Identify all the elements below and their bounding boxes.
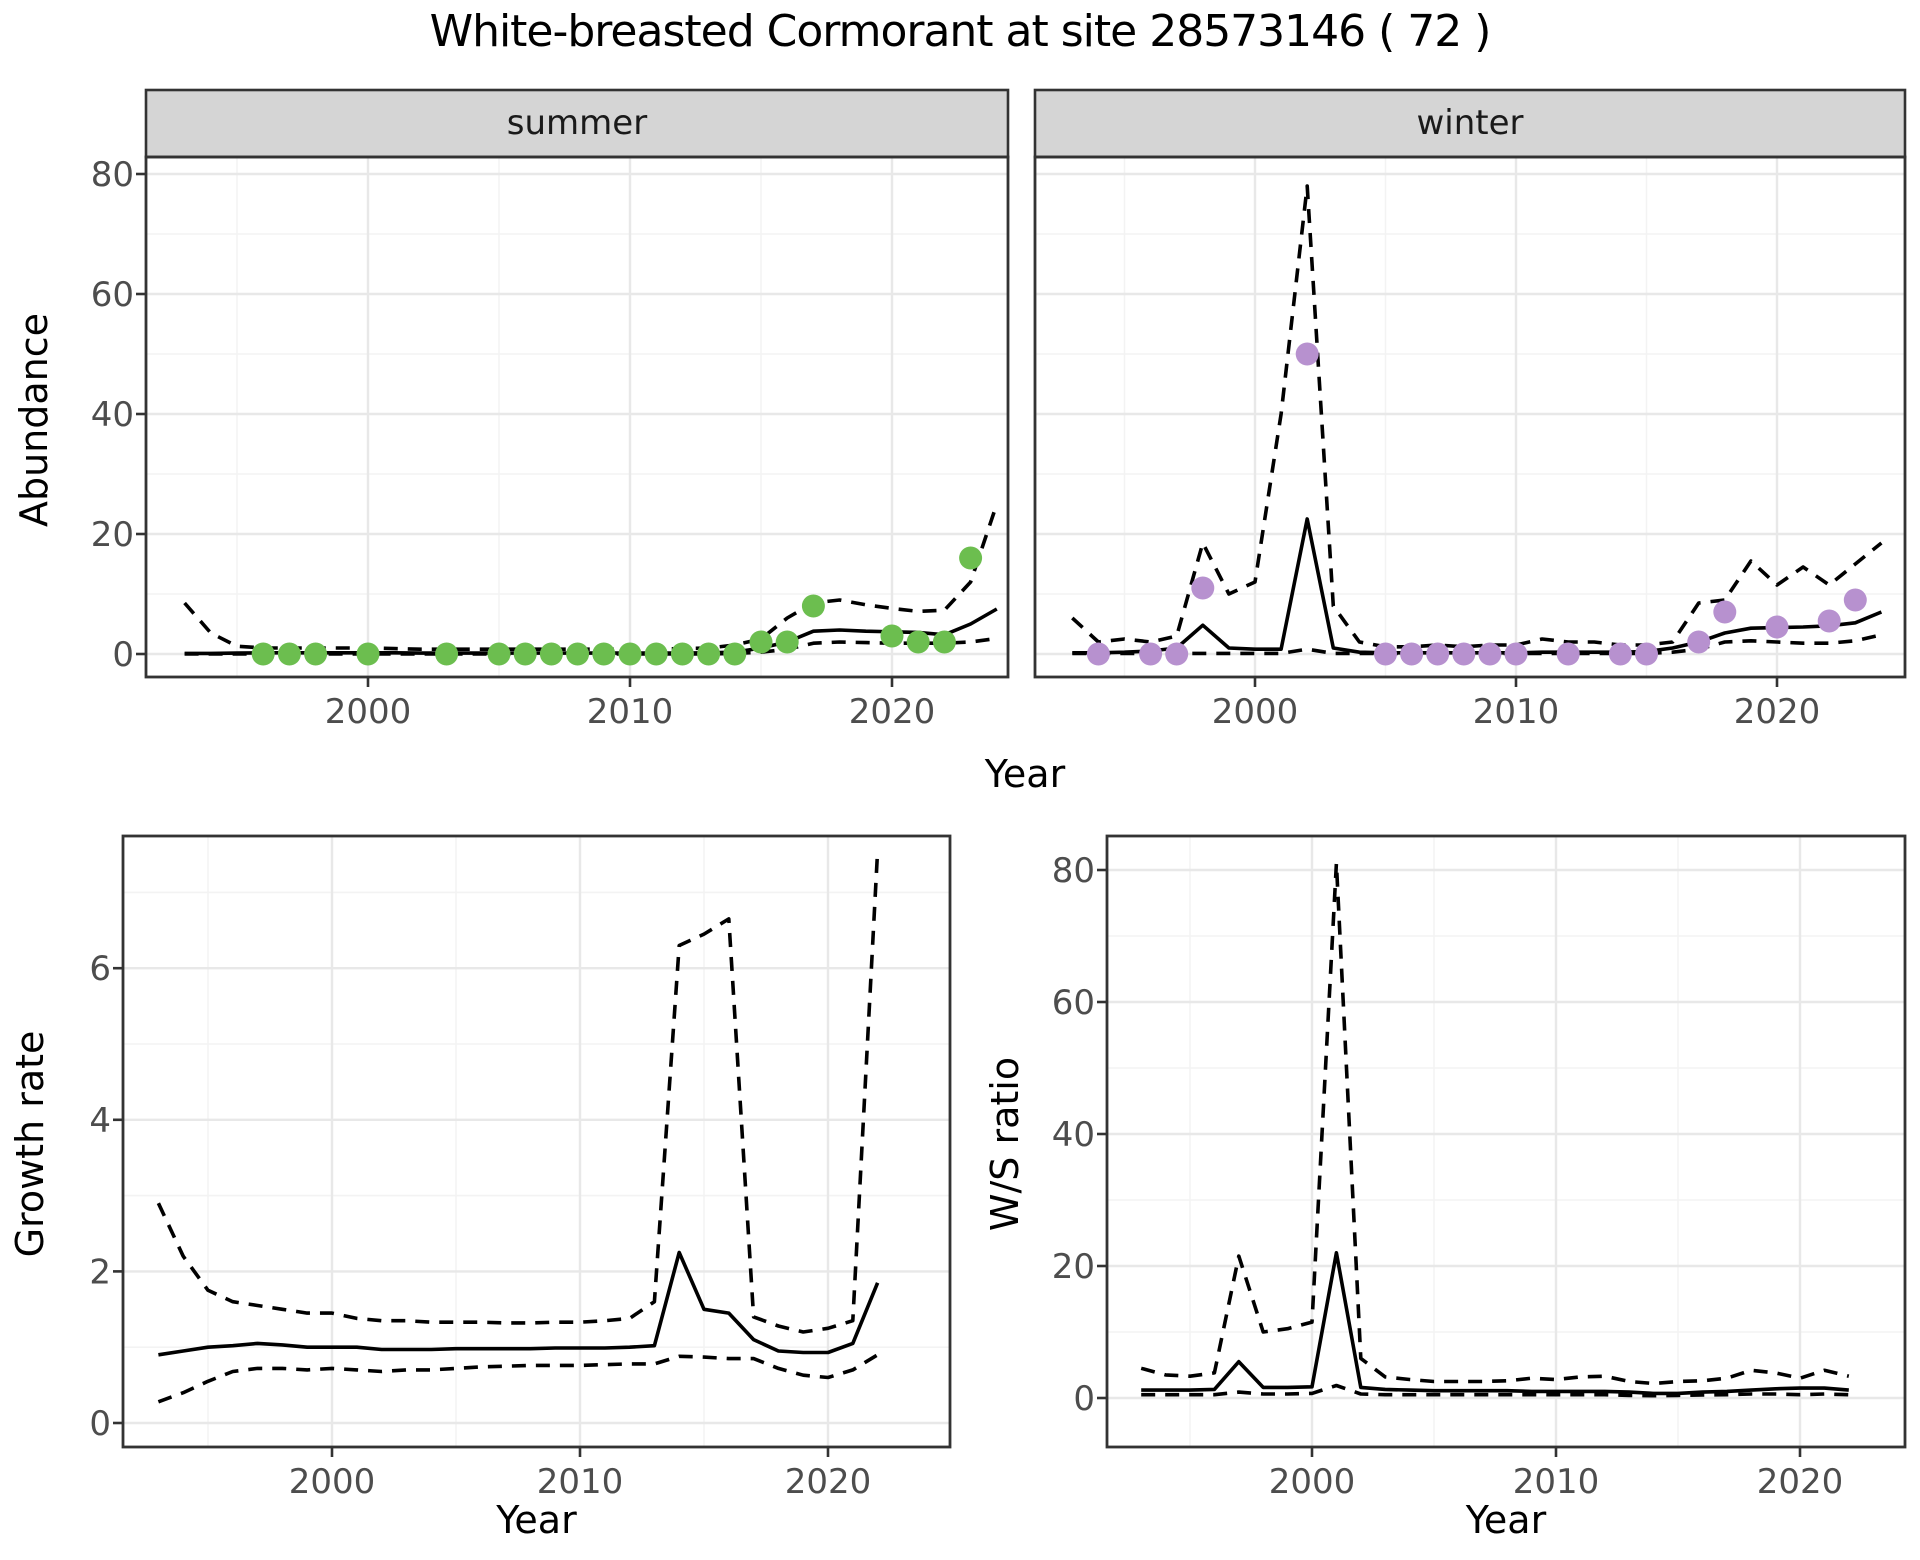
data-point-abundance-winter [1426, 642, 1450, 666]
fit-line-growth-rate-fit [158, 1250, 880, 1357]
data-point-abundance-summer [932, 630, 956, 654]
data-point-abundance-winter [1400, 642, 1424, 666]
data-point-abundance-winter [1452, 642, 1476, 666]
x-tick-label: 2020 [785, 1462, 872, 1502]
x-tick-label: 2020 [849, 692, 936, 732]
facet-strip-summer [144, 88, 1010, 159]
ci-line-abundance-summer-lower-ci [184, 636, 998, 656]
data-point-abundance-winter [1608, 642, 1632, 666]
facet-strip-label-summer: summer [506, 103, 648, 143]
y-tick-label: 4 [89, 1101, 111, 1141]
x-axis-title-year-ws: Year [1465, 1498, 1547, 1542]
y-tick-label: 80 [91, 155, 134, 195]
ci-line-growth-rate-upper-ci [156, 850, 880, 1334]
y-tick-label: 60 [1052, 983, 1095, 1023]
data-point-abundance-winter [1139, 642, 1163, 666]
y-tick-label: 0 [112, 635, 134, 675]
data-point-abundance-summer [304, 642, 328, 666]
data-point-abundance-summer [566, 642, 590, 666]
panel-border-growth-rate [121, 834, 952, 1449]
data-point-abundance-summer [251, 642, 275, 666]
ci-line-ws-ratio-upper-ci [1140, 861, 1850, 1386]
panel-border-abundance-winter [1033, 155, 1907, 679]
x-axis-title-year-growth: Year [496, 1498, 577, 1542]
data-point-abundance-winter [1374, 642, 1397, 666]
panel-border-abundance-summer [144, 155, 1010, 679]
panel-bg-abundance-summer [146, 157, 1008, 677]
x-tick-label: 2000 [289, 1462, 376, 1502]
facet-strip-label-winter: winter [1416, 103, 1524, 143]
data-point-abundance-winter [1086, 642, 1110, 666]
fit-line-abundance-winter-fit [1072, 517, 1883, 655]
data-point-abundance-winter [1843, 588, 1867, 612]
x-tick-label: 2010 [537, 1462, 624, 1502]
data-point-abundance-summer [618, 642, 642, 666]
data-point-abundance-summer [723, 642, 747, 666]
data-point-abundance-winter [1765, 615, 1789, 639]
data-point-abundance-summer [697, 642, 721, 666]
panel-bg-ws-ratio [1107, 836, 1905, 1447]
data-point-abundance-summer [801, 594, 825, 618]
data-point-abundance-winter [1504, 642, 1528, 666]
data-point-abundance-summer [487, 642, 511, 666]
data-point-abundance-winter [1635, 642, 1658, 666]
data-point-abundance-winter [1191, 576, 1215, 600]
data-point-abundance-summer [959, 546, 983, 570]
x-tick-label: 2010 [587, 692, 674, 732]
data-point-abundance-summer [277, 642, 301, 666]
x-tick-label: 2010 [1513, 1462, 1600, 1502]
y-tick-label: 40 [91, 395, 134, 435]
panel-bg-abundance-winter [1035, 157, 1905, 677]
x-tick-label: 2000 [325, 692, 412, 732]
data-point-abundance-summer [513, 642, 537, 666]
data-point-abundance-summer [644, 642, 668, 666]
y-tick-label: 80 [1052, 851, 1095, 891]
data-point-abundance-summer [775, 630, 799, 654]
y-tick-label: 40 [1052, 1115, 1095, 1155]
x-tick-label: 2010 [1473, 692, 1560, 732]
data-point-abundance-summer [356, 642, 380, 666]
y-axis-title-ws-ratio: W/S ratio [983, 1056, 1027, 1232]
data-point-abundance-winter [1817, 609, 1841, 633]
data-point-abundance-winter [1478, 642, 1502, 666]
y-tick-label: 0 [1073, 1379, 1095, 1419]
data-point-abundance-winter [1687, 630, 1711, 654]
y-axis-title-growth-rate: Growth rate [8, 1030, 52, 1258]
data-point-abundance-summer [435, 642, 459, 666]
ci-line-abundance-winter-upper-ci [1071, 184, 1883, 649]
data-point-abundance-summer [539, 642, 563, 666]
data-point-abundance-summer [749, 630, 773, 654]
ci-line-abundance-winter-lower-ci [1072, 633, 1882, 656]
y-tick-label: 20 [1052, 1247, 1095, 1287]
panel-bg-growth-rate [123, 836, 950, 1447]
fit-line-ws-ratio-fit [1141, 1251, 1849, 1396]
data-point-abundance-summer [906, 630, 930, 654]
data-point-abundance-winter [1295, 342, 1319, 366]
data-point-abundance-winter [1556, 642, 1580, 666]
x-axis-title-year-top: Year [984, 752, 1066, 796]
data-point-abundance-summer [670, 642, 694, 666]
data-point-abundance-winter [1713, 600, 1737, 624]
data-point-abundance-summer [592, 642, 616, 666]
x-tick-label: 2000 [1212, 692, 1299, 732]
data-point-abundance-winter [1165, 642, 1189, 666]
data-point-abundance-summer [880, 624, 904, 648]
chart-title: White-breasted Cormorant at site 2857314… [429, 6, 1492, 57]
y-tick-label: 0 [89, 1404, 111, 1444]
facet-strip-winter [1033, 88, 1907, 159]
y-tick-label: 20 [91, 515, 134, 555]
x-tick-label: 2020 [1757, 1462, 1844, 1502]
ci-line-growth-rate-lower-ci [157, 1353, 879, 1404]
y-tick-label: 6 [89, 949, 111, 989]
y-axis-title-abundance: Abundance [12, 312, 56, 528]
x-tick-label: 2000 [1269, 1462, 1356, 1502]
y-tick-label: 2 [89, 1252, 111, 1292]
panel-border-ws-ratio [1105, 834, 1907, 1449]
x-tick-label: 2020 [1734, 692, 1821, 732]
y-tick-label: 60 [91, 275, 134, 315]
